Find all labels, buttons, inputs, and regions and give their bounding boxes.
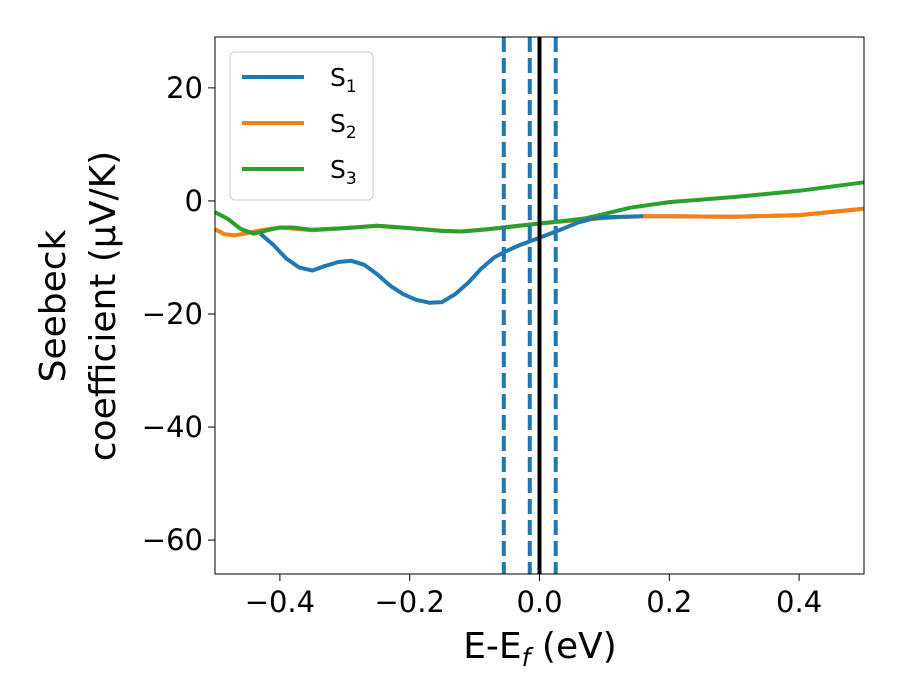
x-axis-title-main: E-E — [463, 626, 521, 667]
plot-area — [214, 37, 865, 574]
x-tick-label: −0.2 — [374, 585, 444, 619]
x-tick-label: 0.0 — [516, 585, 562, 619]
y-tick-label: 20 — [166, 71, 203, 105]
legend-box — [229, 51, 374, 201]
y-tick-label: 0 — [185, 184, 203, 218]
legend-label-s1: S1 — [330, 63, 357, 97]
y-tick-label: −20 — [142, 297, 203, 331]
y-axis-title-line1: Seebeck — [33, 229, 74, 382]
y-axis-ticks: 20 0 −20 −40 −60 — [142, 71, 215, 557]
legend: S1 S2 S3 — [229, 51, 374, 201]
x-axis-ticks: −0.4 −0.2 0.0 0.2 0.4 — [245, 574, 822, 619]
legend-label-s2: S2 — [330, 109, 357, 143]
x-tick-label: 0.2 — [646, 585, 692, 619]
x-axis-title: E-Ef (eV) — [463, 626, 617, 672]
y-axis-title-line2: coefficient (μV/K) — [83, 151, 124, 461]
y-axis-title: Seebeck coefficient (μV/K) — [33, 151, 124, 461]
x-tick-label: 0.4 — [776, 585, 822, 619]
y-tick-label: −60 — [142, 523, 203, 557]
y-tick-label: −40 — [142, 410, 203, 444]
legend-label-s3: S3 — [330, 155, 357, 189]
series-line-s3 — [214, 180, 865, 236]
series-line-s1-low — [259, 214, 644, 305]
x-axis-title-unit: (eV) — [530, 626, 616, 667]
x-tick-label: −0.4 — [245, 585, 315, 619]
